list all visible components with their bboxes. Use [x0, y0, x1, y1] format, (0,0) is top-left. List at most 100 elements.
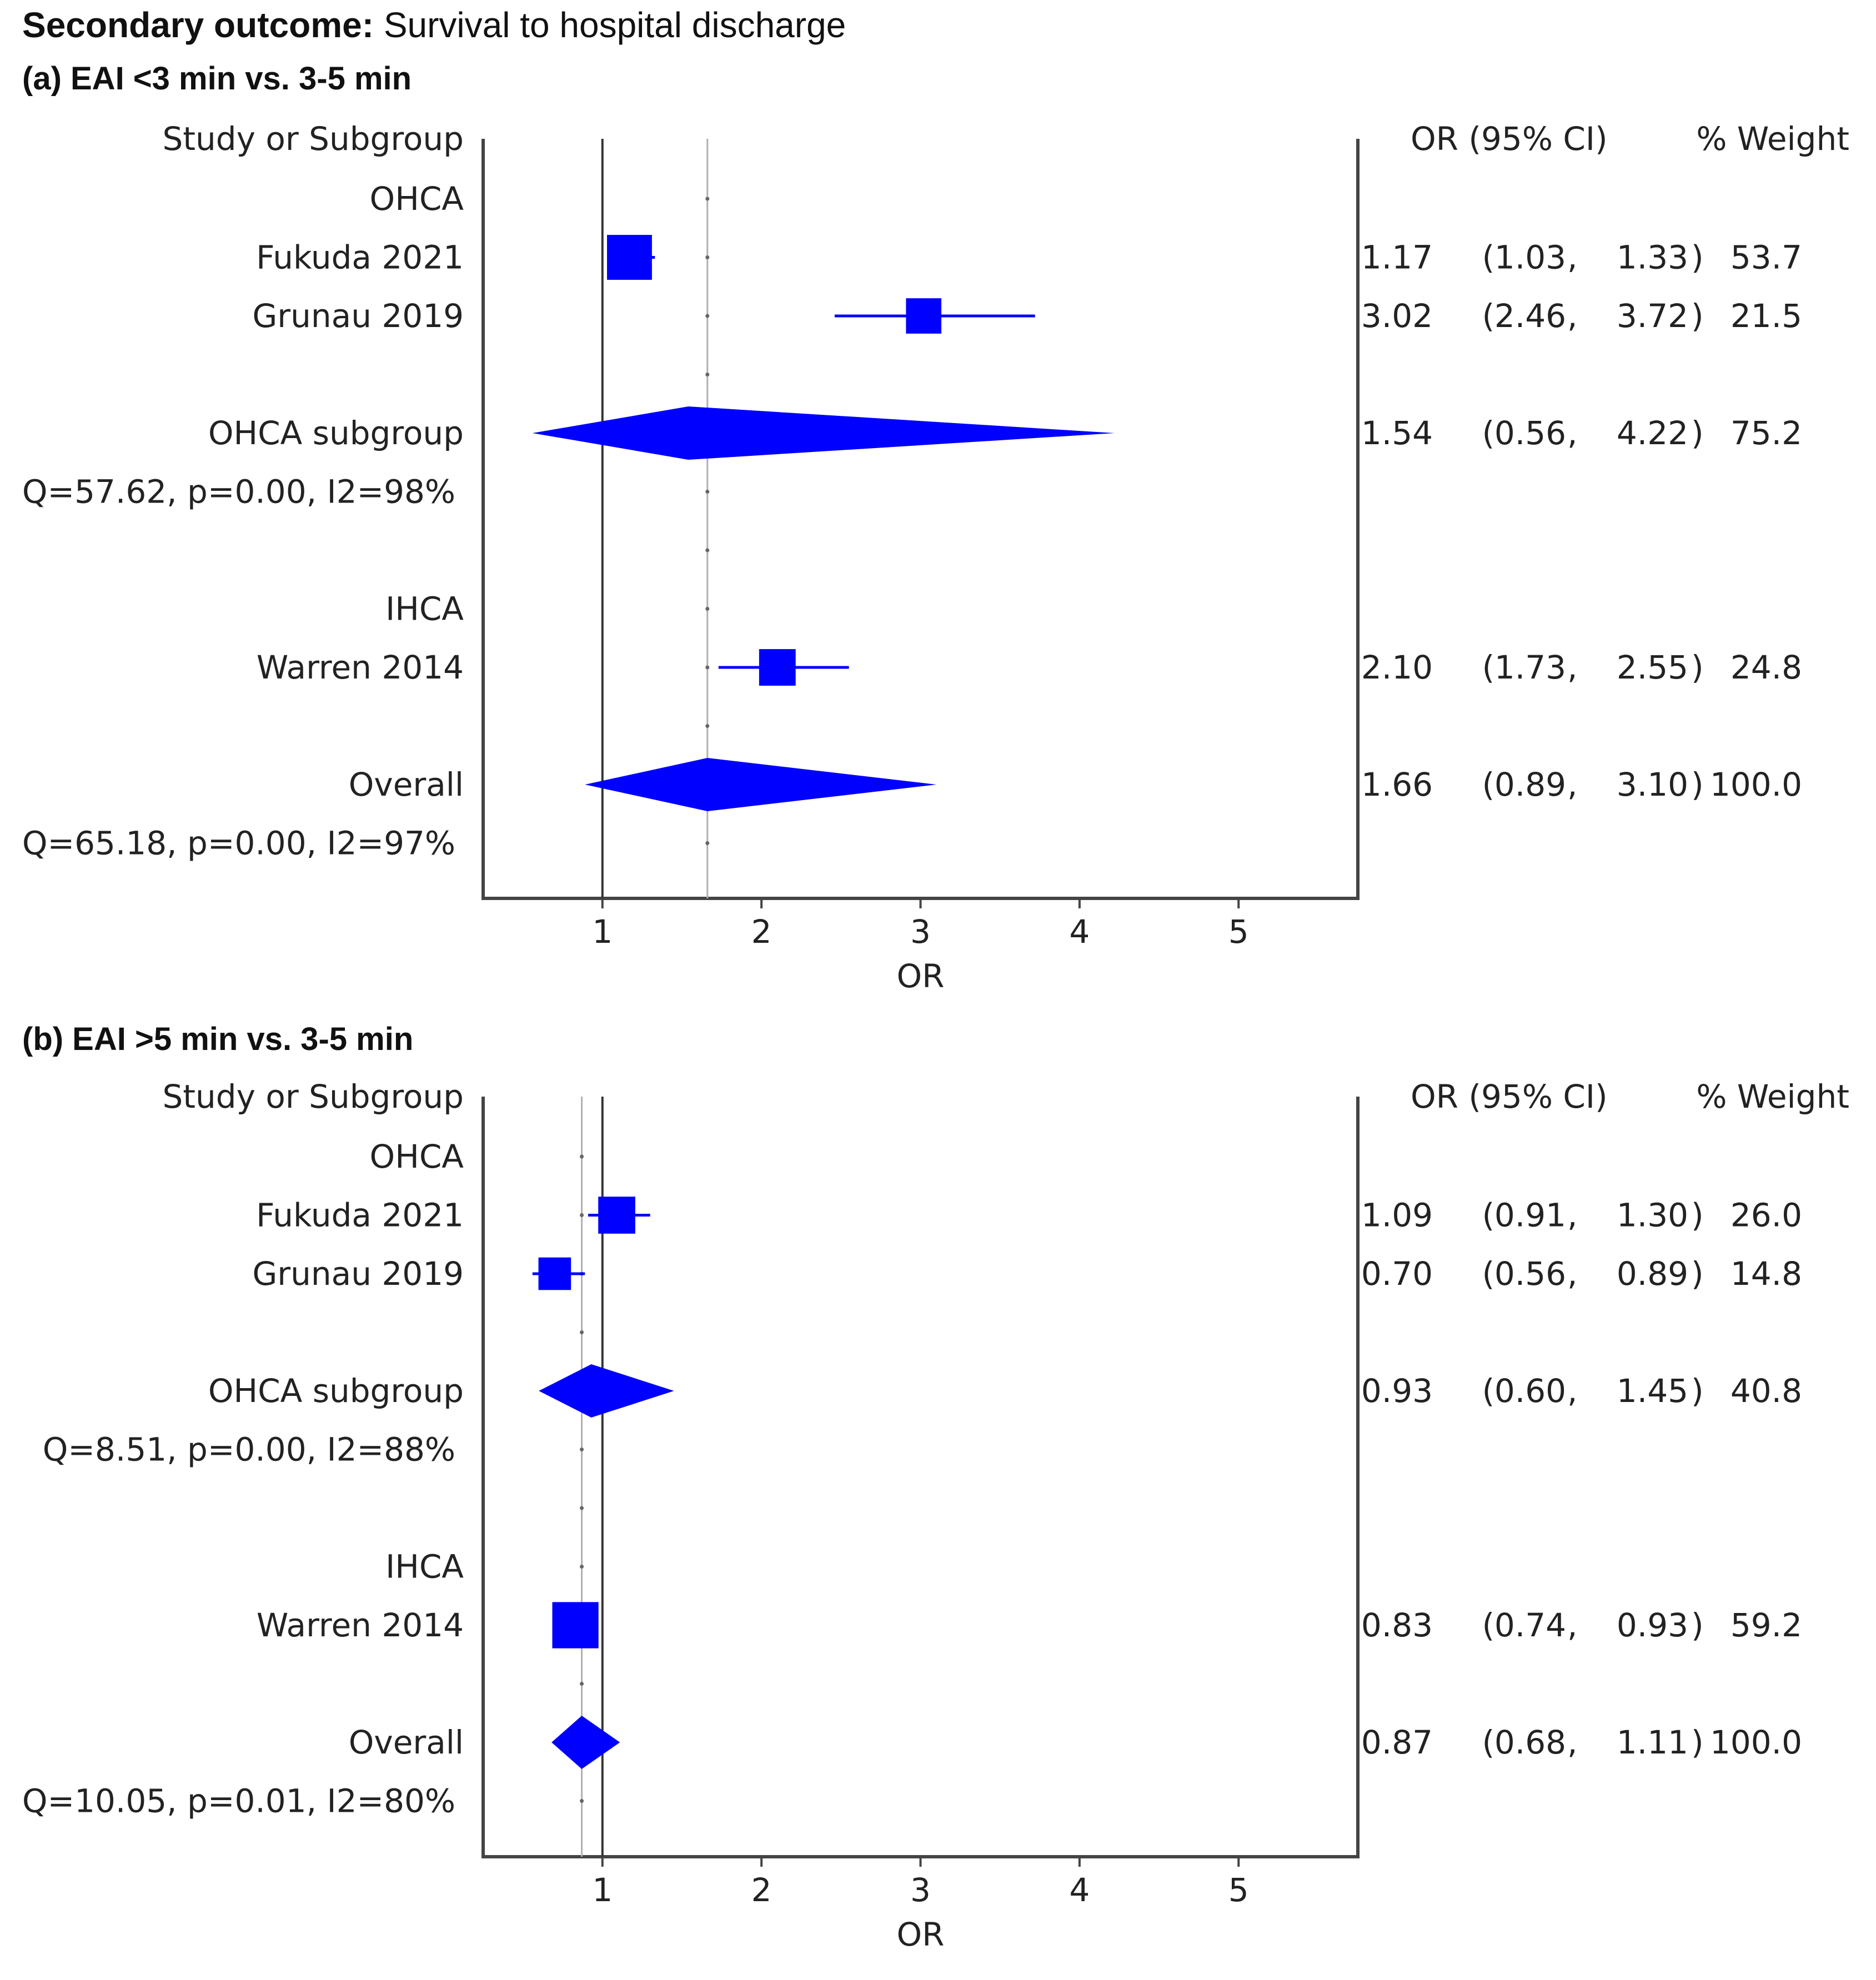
study-label: Grunau 2019	[252, 1255, 464, 1293]
study-label: Warren 2014	[257, 1606, 464, 1644]
study-marker-square	[552, 1602, 599, 1649]
row-dot	[705, 197, 710, 201]
row-dot	[705, 665, 710, 670]
study-marker-square	[607, 235, 652, 280]
ci-close-paren: )	[1691, 766, 1704, 803]
x-tick-label: 3	[910, 913, 931, 951]
page-title-bold: Secondary outcome:	[22, 5, 374, 45]
ci-comma: ,	[1567, 1723, 1577, 1761]
ci-comma: ,	[1567, 1197, 1577, 1234]
ci-open-paren: (	[1482, 414, 1495, 452]
ci-column-header: OR (95% CI)	[1411, 1078, 1608, 1115]
ci-lower-value: 0.56	[1494, 1255, 1566, 1293]
ci-close-paren: )	[1691, 1372, 1704, 1410]
x-tick-label: 2	[751, 1871, 772, 1909]
ci-lower-value: 2.46	[1494, 297, 1566, 335]
ci-comma: ,	[1567, 297, 1577, 335]
x-tick-label: 5	[1228, 913, 1249, 951]
x-tick-label: 2	[751, 913, 772, 951]
subgroup-header: OHCA	[370, 1138, 464, 1175]
ci-close-paren: )	[1691, 297, 1704, 335]
or-value: 1.66	[1361, 766, 1433, 803]
study-marker-square	[759, 649, 796, 686]
row-dot	[580, 1154, 584, 1159]
ci-lower-value: 0.68	[1494, 1723, 1566, 1761]
study-label: Grunau 2019	[252, 297, 464, 335]
ci-comma: ,	[1567, 1372, 1577, 1410]
row-dot	[705, 255, 710, 259]
subgroup-header: IHCA	[385, 1548, 464, 1586]
ci-upper-value: 4.22	[1617, 414, 1688, 452]
weight-value: 100.0	[1710, 766, 1802, 803]
weight-value: 26.0	[1730, 1197, 1802, 1234]
study-column-header: Study or Subgroup	[162, 1078, 464, 1115]
study-label: Warren 2014	[257, 649, 464, 686]
ci-open-paren: (	[1482, 649, 1495, 686]
ci-close-paren: )	[1691, 239, 1704, 277]
ci-close-paren: )	[1691, 1255, 1704, 1293]
ci-comma: ,	[1567, 1606, 1577, 1644]
ci-open-paren: (	[1482, 1723, 1495, 1761]
row-dot	[580, 1330, 584, 1334]
ci-comma: ,	[1567, 649, 1577, 686]
row-dot	[580, 1506, 584, 1510]
weight-value: 21.5	[1730, 297, 1802, 335]
panel-b-title: (b) EAI >5 min vs. 3-5 min	[22, 1021, 414, 1057]
row-dot	[580, 1682, 584, 1686]
or-value: 0.70	[1361, 1255, 1433, 1293]
panel-a-title: (a) EAI <3 min vs. 3-5 min	[22, 61, 412, 97]
weight-value: 100.0	[1710, 1723, 1802, 1761]
heterogeneity-stats: Q=8.51, p=0.00, I2=88%	[43, 1431, 455, 1469]
subgroup-header: IHCA	[385, 590, 464, 628]
row-dot	[705, 373, 710, 376]
weight-value: 40.8	[1730, 1372, 1802, 1410]
or-value: 2.10	[1361, 649, 1433, 686]
x-tick-label: 1	[592, 1871, 613, 1909]
x-tick-label: 1	[592, 913, 613, 951]
ci-upper-value: 3.10	[1617, 766, 1688, 803]
study-marker-square	[538, 1257, 571, 1290]
pooled-diamond	[532, 406, 1115, 460]
ci-lower-value: 0.56	[1494, 414, 1566, 452]
study-marker-square	[906, 298, 942, 334]
subgroup-header: OHCA	[370, 180, 464, 218]
row-dot	[580, 1565, 584, 1569]
weight-value: 75.2	[1730, 414, 1802, 452]
ci-lower-value: 0.91	[1494, 1197, 1566, 1234]
ci-open-paren: (	[1482, 297, 1495, 335]
row-dot	[705, 548, 710, 552]
ci-comma: ,	[1567, 1255, 1577, 1293]
or-value: 1.17	[1361, 239, 1433, 277]
weight-column-header: % Weight	[1696, 120, 1849, 158]
or-value: 0.93	[1361, 1372, 1433, 1410]
row-dot	[705, 841, 710, 845]
x-tick-label: 4	[1069, 913, 1090, 951]
x-axis-label: OR	[897, 1916, 945, 1953]
row-dot	[580, 1799, 584, 1803]
heterogeneity-stats: Q=10.05, p=0.01, I2=80%	[22, 1782, 455, 1820]
ci-column-header: OR (95% CI)	[1411, 120, 1608, 158]
weight-value: 24.8	[1730, 649, 1802, 686]
pooled-label: Overall	[349, 766, 464, 803]
ci-lower-value: 1.73	[1494, 649, 1566, 686]
ci-upper-value: 1.11	[1617, 1723, 1688, 1761]
pooled-label: Overall	[349, 1723, 464, 1761]
ci-upper-value: 0.89	[1617, 1255, 1688, 1293]
ci-upper-value: 0.93	[1617, 1606, 1688, 1644]
ci-close-paren: )	[1691, 1197, 1704, 1234]
pooled-diamond	[585, 758, 937, 811]
ci-open-paren: (	[1482, 1255, 1495, 1293]
page-title: Secondary outcome: Survival to hospital …	[22, 4, 846, 46]
row-dot	[705, 724, 710, 728]
weight-value: 14.8	[1730, 1255, 1802, 1293]
ci-comma: ,	[1567, 239, 1577, 277]
ci-open-paren: (	[1482, 766, 1495, 803]
ci-lower-value: 0.89	[1494, 766, 1566, 803]
ci-upper-value: 1.45	[1617, 1372, 1688, 1410]
study-marker-square	[598, 1197, 635, 1234]
weight-value: 53.7	[1730, 239, 1802, 277]
ci-open-paren: (	[1482, 1197, 1495, 1234]
pooled-diamond	[539, 1364, 674, 1418]
